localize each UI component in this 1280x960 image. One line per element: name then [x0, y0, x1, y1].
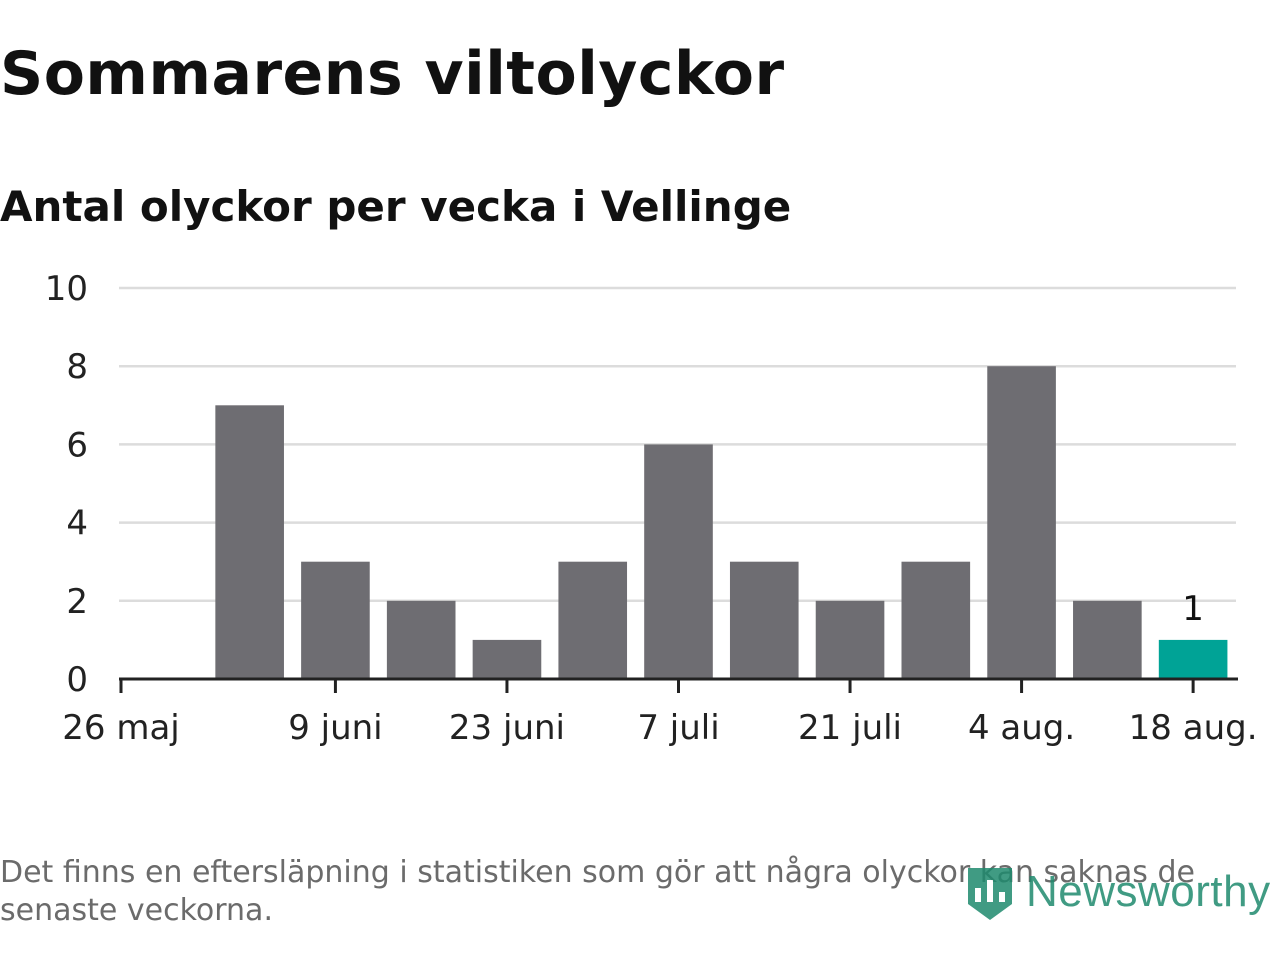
- y-tick-label: 6: [66, 425, 88, 465]
- bar: [815, 600, 885, 679]
- bars: [215, 366, 1228, 679]
- bar-chart: 0 2 4 6 8 10 1 26 maj 9 juni 23 juni 7 juli 21 juli…: [45, 269, 1258, 748]
- y-tick-label: 10: [45, 269, 88, 309]
- y-tick-label: 2: [66, 582, 88, 622]
- x-tick-label: 21 juli: [798, 708, 902, 748]
- bar-chart-badge-icon: [968, 868, 1012, 920]
- x-tick-label: 9 juni: [288, 708, 382, 748]
- bar: [987, 366, 1056, 679]
- x-tick-label: 23 juni: [449, 708, 565, 748]
- tick-labels: 0 2 4 6 8 10 1 26 maj 9 juni 23 juni 7 juli 21 juli…: [45, 269, 1258, 748]
- bar: [301, 561, 370, 679]
- chart-subtitle: Antal olyckor per vecka i Vellinge: [0, 182, 792, 231]
- x-tick-label: 4 aug.: [968, 708, 1075, 748]
- data-label: 1: [1182, 589, 1204, 629]
- y-tick-label: 0: [66, 660, 88, 700]
- chart-title: Sommarens viltolyckor: [0, 39, 785, 109]
- newsworthy-logo: Newsworthy: [964, 862, 1271, 922]
- bar: [729, 561, 799, 679]
- bar: [386, 600, 456, 679]
- x-axis: [119, 677, 1238, 693]
- bar: [558, 561, 628, 679]
- x-tick-label: 7 juli: [637, 708, 719, 748]
- bar: [472, 639, 542, 679]
- bar: [901, 561, 971, 679]
- y-tick-label: 4: [66, 504, 88, 544]
- bar: [644, 444, 713, 679]
- bar: [1073, 600, 1142, 679]
- bar: [1158, 639, 1228, 679]
- y-tick-label: 8: [66, 347, 88, 387]
- bar: [215, 405, 284, 679]
- x-tick-label: 26 maj: [62, 708, 179, 748]
- x-tick-label: 18 aug.: [1129, 708, 1258, 748]
- logo-text: Newsworthy: [1026, 867, 1271, 916]
